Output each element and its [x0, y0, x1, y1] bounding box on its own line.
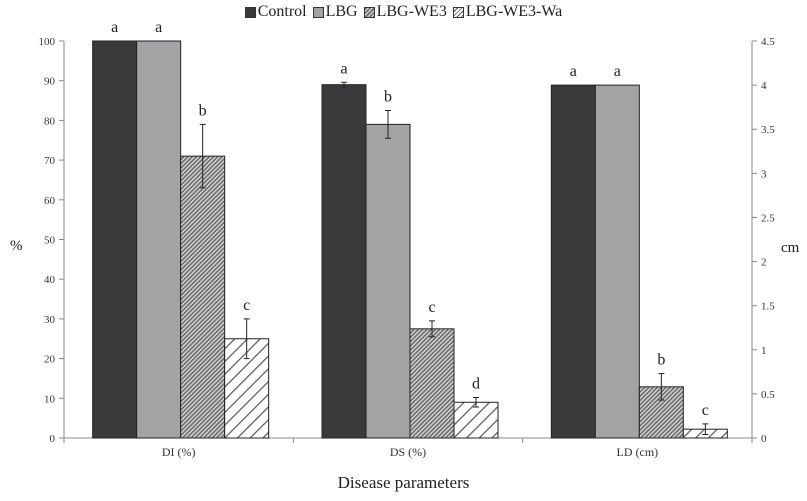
legend-swatch-control — [244, 6, 256, 18]
y-tick-label-right-8: 4 — [761, 80, 767, 92]
sig-letter-ds-control: a — [340, 60, 347, 77]
y-tick-label-left-3: 30 — [44, 314, 56, 326]
category-label-di: DI (%) — [162, 445, 196, 459]
category-label-ds: DS (%) — [390, 445, 426, 459]
legend-swatch-lbg — [312, 6, 324, 18]
sig-letter-ld-cm-lbg: a — [614, 63, 621, 80]
y-axis-title-left: % — [10, 238, 23, 254]
legend: Control LBG LBG-WE3 LBG-WE3-Wa — [0, 3, 807, 23]
category-label-ld-cm: LD (cm) — [617, 445, 659, 459]
legend-swatch-lbg-we3 — [363, 6, 375, 18]
legend-swatch-lbg-we3-wa — [452, 6, 464, 18]
bar-ds-lbg-we3-wa — [453, 401, 499, 439]
bar-ld-cm-lbg — [594, 84, 640, 439]
sig-letter-ld-cm-control: a — [570, 63, 577, 80]
sig-letter-ld-cm-lbg-we3-wa: c — [702, 402, 709, 419]
y-tick-label-right-1: 0.5 — [761, 389, 775, 401]
legend-item-control: Control — [244, 3, 307, 21]
bar-ld-cm-control — [550, 84, 596, 439]
y-tick-label-left-6: 60 — [44, 195, 56, 207]
y-tick-label-left-7: 70 — [44, 155, 56, 167]
sig-letter-ld-cm-lbg-we3: b — [657, 352, 665, 369]
bar-ds-lbg-we3 — [409, 328, 455, 439]
bar-di-control — [92, 40, 138, 439]
sig-letter-di-lbg: a — [155, 19, 162, 36]
y-tick-label-left-1: 10 — [44, 393, 56, 405]
y-axis-title-right: cm — [781, 240, 800, 256]
y-tick-label-right-3: 1.5 — [761, 301, 775, 313]
y-tick-label-right-6: 3 — [761, 168, 767, 180]
x-axis-title: Disease parameters — [337, 473, 470, 492]
y-tick-label-right-9: 4.5 — [761, 36, 775, 48]
y-tick-label-right-2: 1 — [761, 345, 767, 357]
legend-item-lbg: LBG — [312, 3, 358, 21]
y-tick-label-left-5: 50 — [44, 235, 56, 247]
legend-label-lbg-we3-wa: LBG-WE3-Wa — [465, 3, 563, 20]
y-tick-label-left-10: 100 — [39, 36, 56, 48]
y-tick-label-left-0: 0 — [50, 433, 56, 445]
y-tick-label-right-5: 2.5 — [761, 212, 775, 224]
y-tick-label-left-4: 40 — [44, 274, 56, 286]
y-tick-label-right-4: 2 — [761, 257, 767, 269]
bar-ds-lbg — [365, 123, 411, 439]
bar-di-lbg — [136, 40, 182, 439]
bar-di-lbg-we3 — [180, 155, 226, 439]
legend-item-lbg-we3: LBG-WE3 — [363, 3, 447, 21]
y-tick-label-left-9: 90 — [44, 76, 56, 88]
bar-ds-control — [321, 84, 367, 439]
sig-letter-di-lbg-we3-wa: c — [243, 297, 250, 314]
legend-label-control: Control — [257, 3, 307, 20]
sig-letter-ds-lbg-we3: c — [428, 299, 435, 316]
sig-letter-ds-lbg: b — [384, 88, 392, 105]
y-tick-label-right-0: 0 — [761, 433, 767, 445]
y-tick-label-left-8: 80 — [44, 115, 56, 127]
y-tick-label-left-2: 20 — [44, 354, 56, 366]
legend-label-lbg: LBG — [325, 3, 358, 20]
sig-letter-di-control: a — [111, 19, 118, 36]
sig-letter-di-lbg-we3: b — [199, 102, 207, 119]
legend-item-lbg-we3-wa: LBG-WE3-Wa — [452, 3, 563, 21]
legend-label-lbg-we3: LBG-WE3 — [376, 3, 447, 20]
y-tick-label-right-7: 3.5 — [761, 124, 775, 136]
sig-letter-ds-lbg-we3-wa: d — [472, 376, 480, 393]
